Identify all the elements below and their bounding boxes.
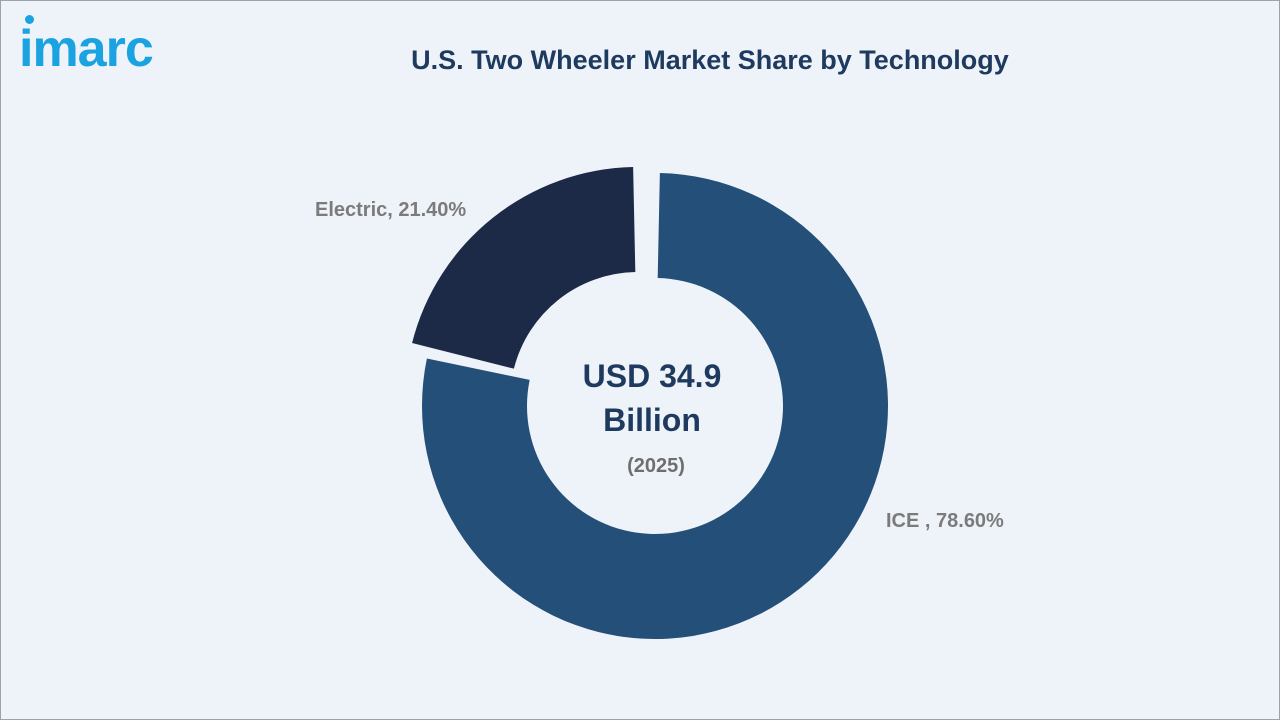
center-value-line1: USD 34.9 bbox=[583, 358, 722, 394]
slice-electric bbox=[412, 167, 636, 369]
slices-group bbox=[412, 167, 888, 640]
slice-ice bbox=[421, 173, 888, 640]
chart-title: U.S. Two Wheeler Market Share by Technol… bbox=[411, 45, 1009, 75]
logo-dot bbox=[25, 15, 34, 24]
imarc-logo: imarc bbox=[19, 20, 154, 78]
data-label-electric: Electric, 21.40% bbox=[315, 199, 466, 221]
data-label-ice: ICE , 78.60% bbox=[886, 510, 1004, 532]
center-value-line2: Billion bbox=[603, 402, 701, 438]
center-year: (2025) bbox=[627, 455, 685, 477]
